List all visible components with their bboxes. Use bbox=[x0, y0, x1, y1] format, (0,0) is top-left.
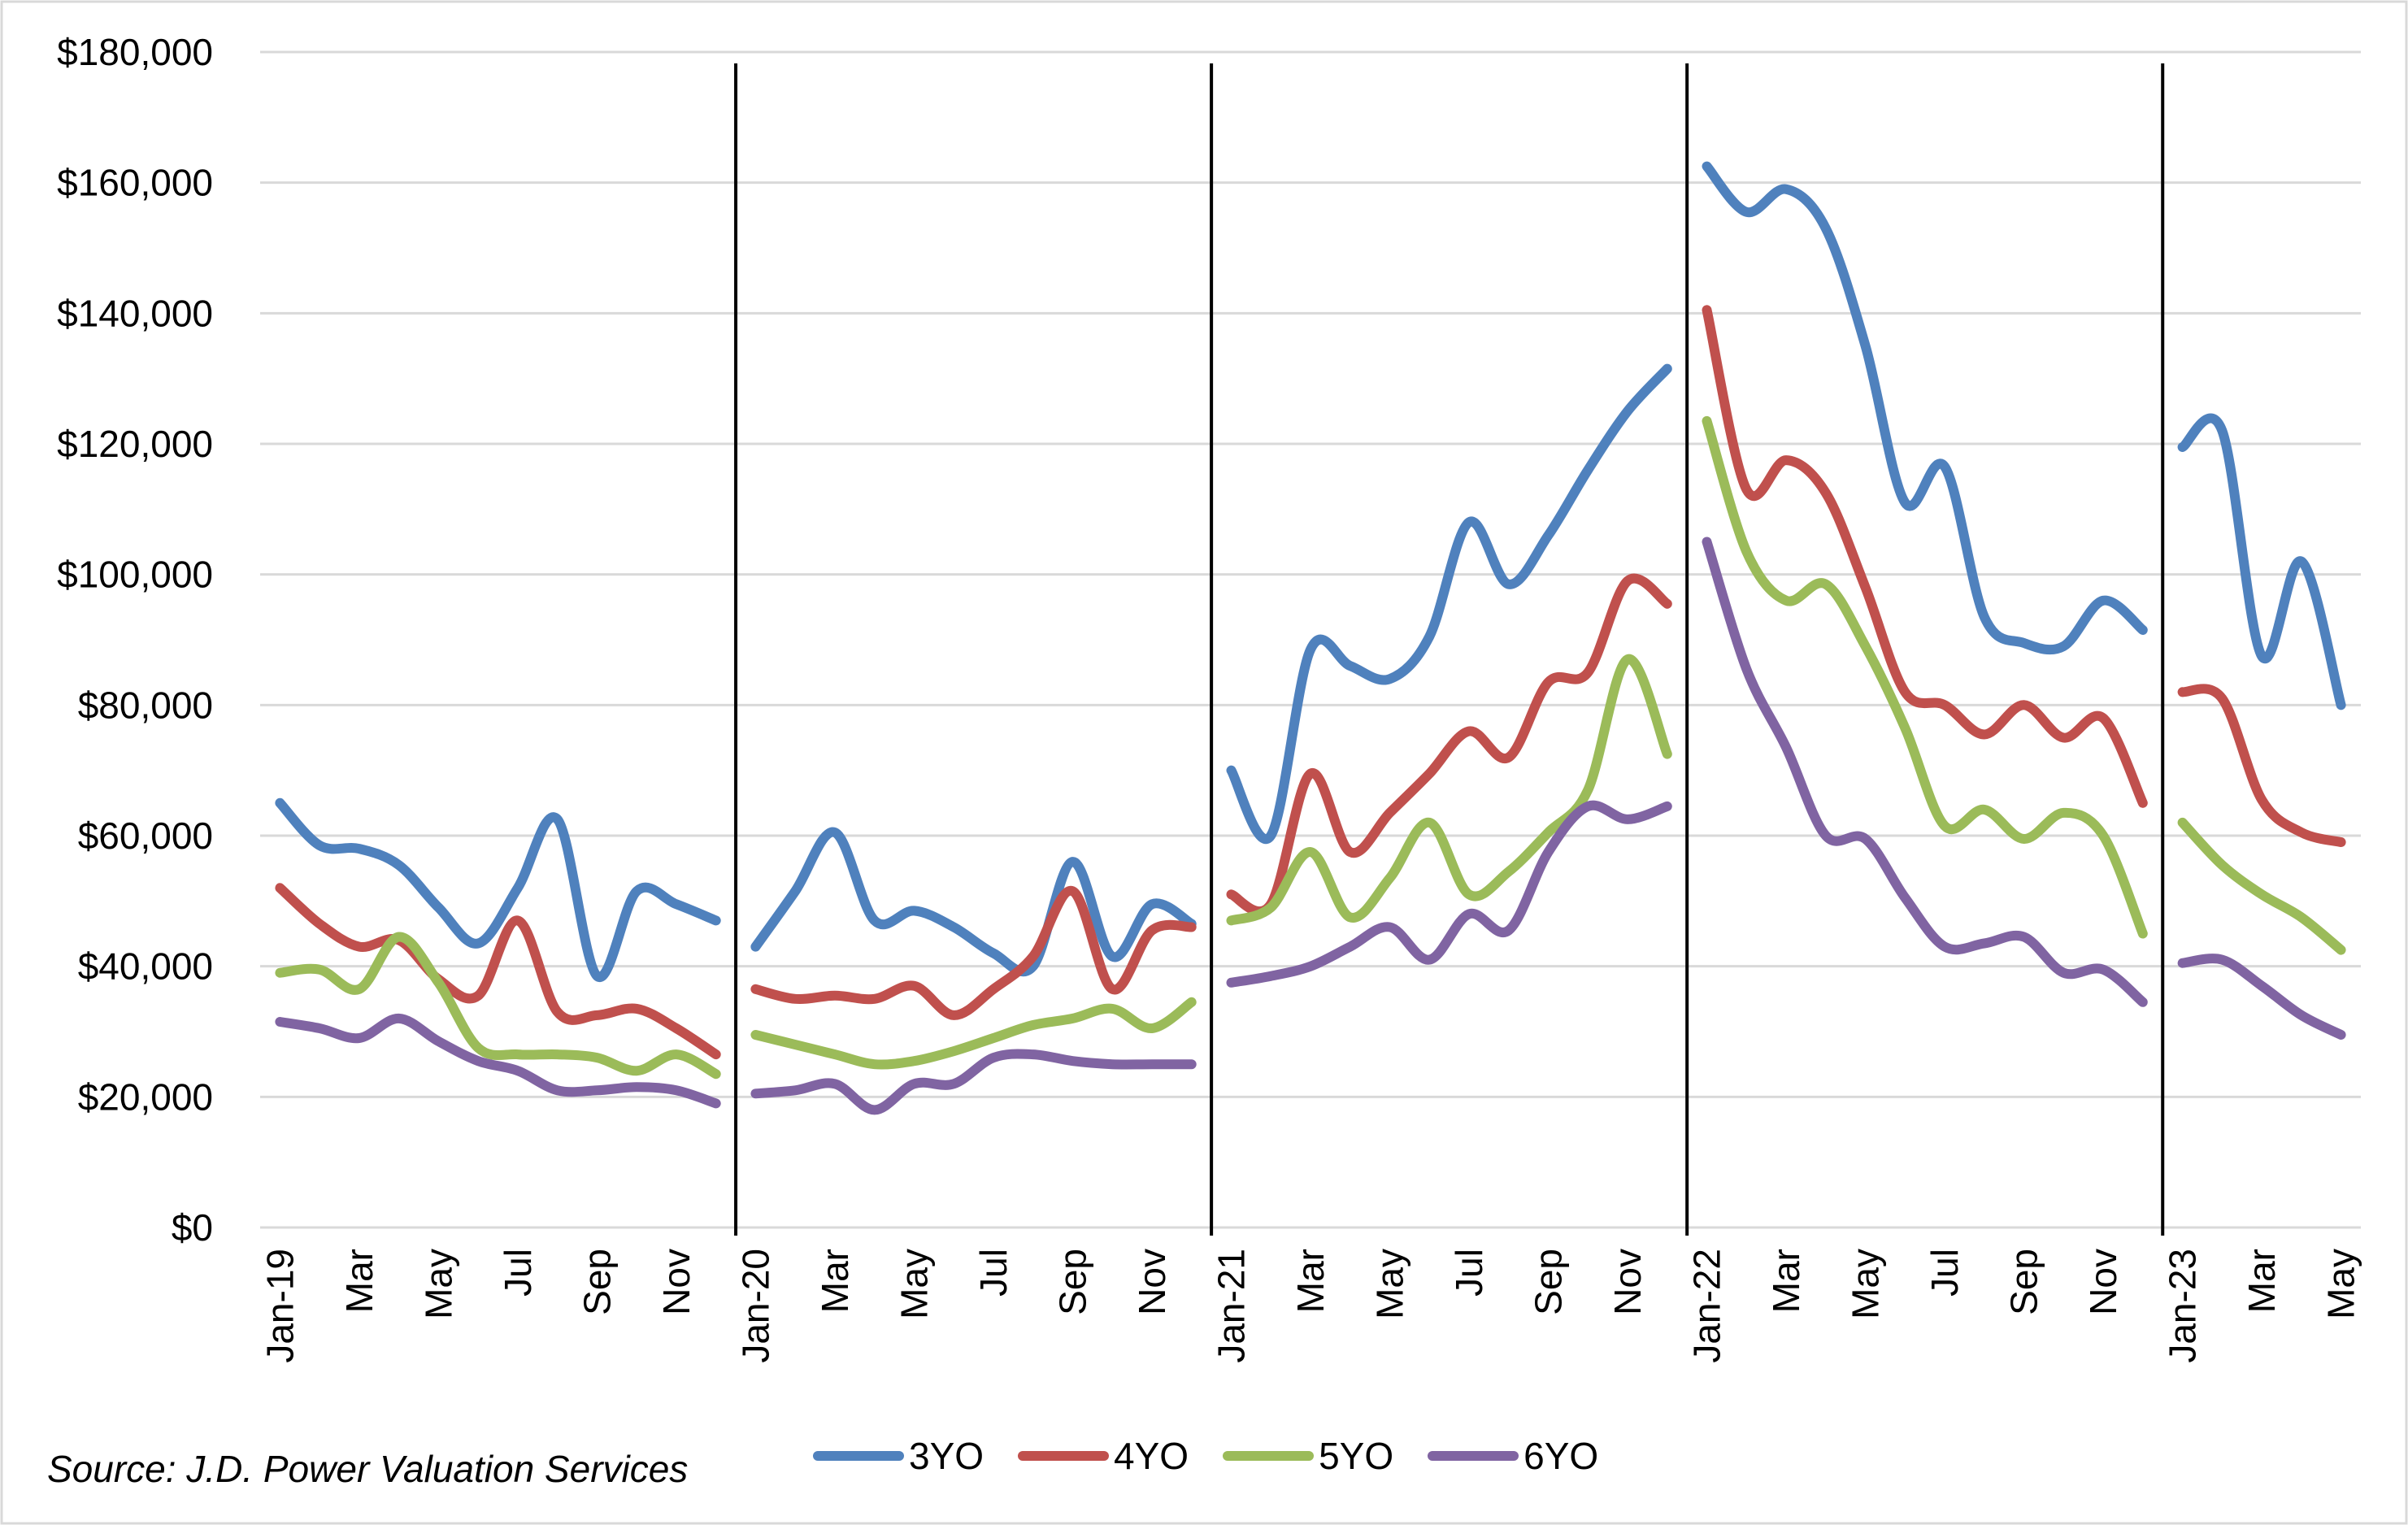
series-line-segment bbox=[2177, 413, 2346, 710]
legend-swatch bbox=[1018, 1451, 1110, 1461]
legend-label: 3YO bbox=[909, 1435, 984, 1477]
y-tick-label: $120,000 bbox=[57, 423, 213, 465]
x-tick-label: May bbox=[893, 1249, 935, 1319]
legend: 3YO 4YO 5YO 6YO bbox=[813, 1434, 1632, 1478]
x-tick-label: Mar bbox=[1289, 1249, 1332, 1313]
series-line-segment bbox=[275, 883, 721, 1060]
legend-label: 6YO bbox=[1523, 1435, 1599, 1477]
series-3yo bbox=[275, 161, 2346, 983]
y-tick-label: $180,000 bbox=[57, 31, 213, 73]
series-5yo bbox=[275, 415, 2346, 1080]
x-tick-label: May bbox=[2320, 1249, 2362, 1319]
series-line-segment bbox=[1702, 415, 2148, 939]
series-line-segment bbox=[1702, 305, 2148, 808]
series-line-segment bbox=[1226, 363, 1672, 844]
series-line-segment bbox=[275, 1013, 721, 1109]
legend-entry: 5YO bbox=[1223, 1434, 1393, 1478]
series-4yo bbox=[275, 305, 2346, 1060]
series-line-segment bbox=[1226, 573, 1672, 917]
x-tick-label: Jul bbox=[1448, 1249, 1490, 1297]
y-tick-label: $140,000 bbox=[57, 292, 213, 334]
y-tick-label: $0 bbox=[172, 1206, 213, 1249]
source-note: Source: J.D. Power Valuation Services bbox=[47, 1448, 689, 1490]
x-tick-label: Jan-22 bbox=[1686, 1249, 1728, 1363]
x-tick-label: Jul bbox=[1923, 1249, 1966, 1297]
gridlines bbox=[260, 50, 2361, 1229]
x-tick-label: Mar bbox=[1765, 1249, 1807, 1313]
y-tick-label: $20,000 bbox=[78, 1075, 213, 1118]
x-tick-label: Jan-20 bbox=[734, 1249, 776, 1363]
series-line-segment bbox=[2177, 954, 2346, 1040]
x-tick-label: Jan-19 bbox=[259, 1249, 301, 1363]
x-tick-label: Nov bbox=[1131, 1249, 1173, 1315]
x-tick-label: Jul bbox=[972, 1249, 1015, 1297]
y-tick-label: $100,000 bbox=[57, 554, 213, 596]
legend-entry: 4YO bbox=[1018, 1434, 1189, 1478]
series-line-segment bbox=[1226, 654, 1672, 926]
legend-entry: 3YO bbox=[813, 1434, 984, 1478]
series-line-segment bbox=[2177, 684, 2346, 847]
series-6yo bbox=[275, 537, 2346, 1115]
legend-swatch bbox=[813, 1451, 904, 1461]
x-tick-label: May bbox=[417, 1249, 459, 1319]
y-tick-label: $160,000 bbox=[57, 162, 213, 204]
x-tick-label: Jan-23 bbox=[2162, 1249, 2204, 1363]
series-line-segment bbox=[750, 1049, 1197, 1115]
series-line-segment bbox=[275, 797, 721, 983]
legend-entry: 6YO bbox=[1428, 1434, 1598, 1478]
x-tick-label: Mar bbox=[814, 1249, 856, 1313]
series-line-segment bbox=[1226, 800, 1672, 988]
series-lines bbox=[275, 161, 2346, 1115]
x-tick-label: Sep bbox=[1528, 1249, 1570, 1315]
series-line-segment bbox=[1702, 537, 2148, 1007]
x-axis-ticks: Jan-19 Mar May Jul Sep Nov Jan-20 Mar May Jul Sep N… bbox=[259, 1249, 2362, 1363]
x-tick-label: Sep bbox=[576, 1249, 618, 1315]
series-line-segment bbox=[2177, 817, 2346, 955]
legend-label: 4YO bbox=[1114, 1435, 1189, 1477]
x-tick-label: Mar bbox=[2241, 1249, 2283, 1313]
series-line-segment bbox=[1702, 161, 2148, 655]
y-tick-label: $60,000 bbox=[78, 815, 213, 857]
legend-swatch bbox=[1428, 1451, 1519, 1461]
legend-swatch bbox=[1223, 1451, 1315, 1461]
legend-label: 5YO bbox=[1319, 1435, 1394, 1477]
y-tick-label: $40,000 bbox=[78, 945, 213, 988]
x-tick-label: Jan-21 bbox=[1210, 1249, 1252, 1363]
series-line-segment bbox=[275, 932, 721, 1080]
x-tick-label: Sep bbox=[2003, 1249, 2045, 1315]
y-axis-ticks: $0 $20,000 $40,000 $60,000 $80,000 $100,000 $1… bbox=[57, 31, 213, 1249]
x-tick-label: Jul bbox=[497, 1249, 539, 1297]
x-tick-label: Nov bbox=[655, 1249, 698, 1315]
x-tick-label: Nov bbox=[2082, 1249, 2124, 1315]
x-tick-label: Mar bbox=[338, 1249, 380, 1313]
x-tick-label: May bbox=[1369, 1249, 1411, 1319]
series-line-segment bbox=[750, 997, 1197, 1070]
y-tick-label: $80,000 bbox=[78, 684, 213, 726]
x-tick-label: Sep bbox=[1051, 1249, 1093, 1315]
x-tick-label: May bbox=[1845, 1249, 1887, 1319]
x-tick-label: Nov bbox=[1606, 1249, 1649, 1315]
series-line-segment bbox=[750, 886, 1197, 1020]
year-separators bbox=[734, 63, 2165, 1236]
series-line-segment bbox=[750, 827, 1197, 977]
